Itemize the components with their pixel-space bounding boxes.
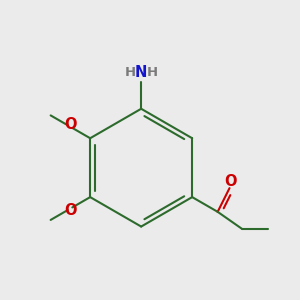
Text: N: N <box>135 65 147 80</box>
Text: H: H <box>147 66 158 79</box>
Text: O: O <box>64 203 77 218</box>
Text: H: H <box>124 66 136 79</box>
Text: O: O <box>225 174 237 189</box>
Text: O: O <box>64 118 77 133</box>
